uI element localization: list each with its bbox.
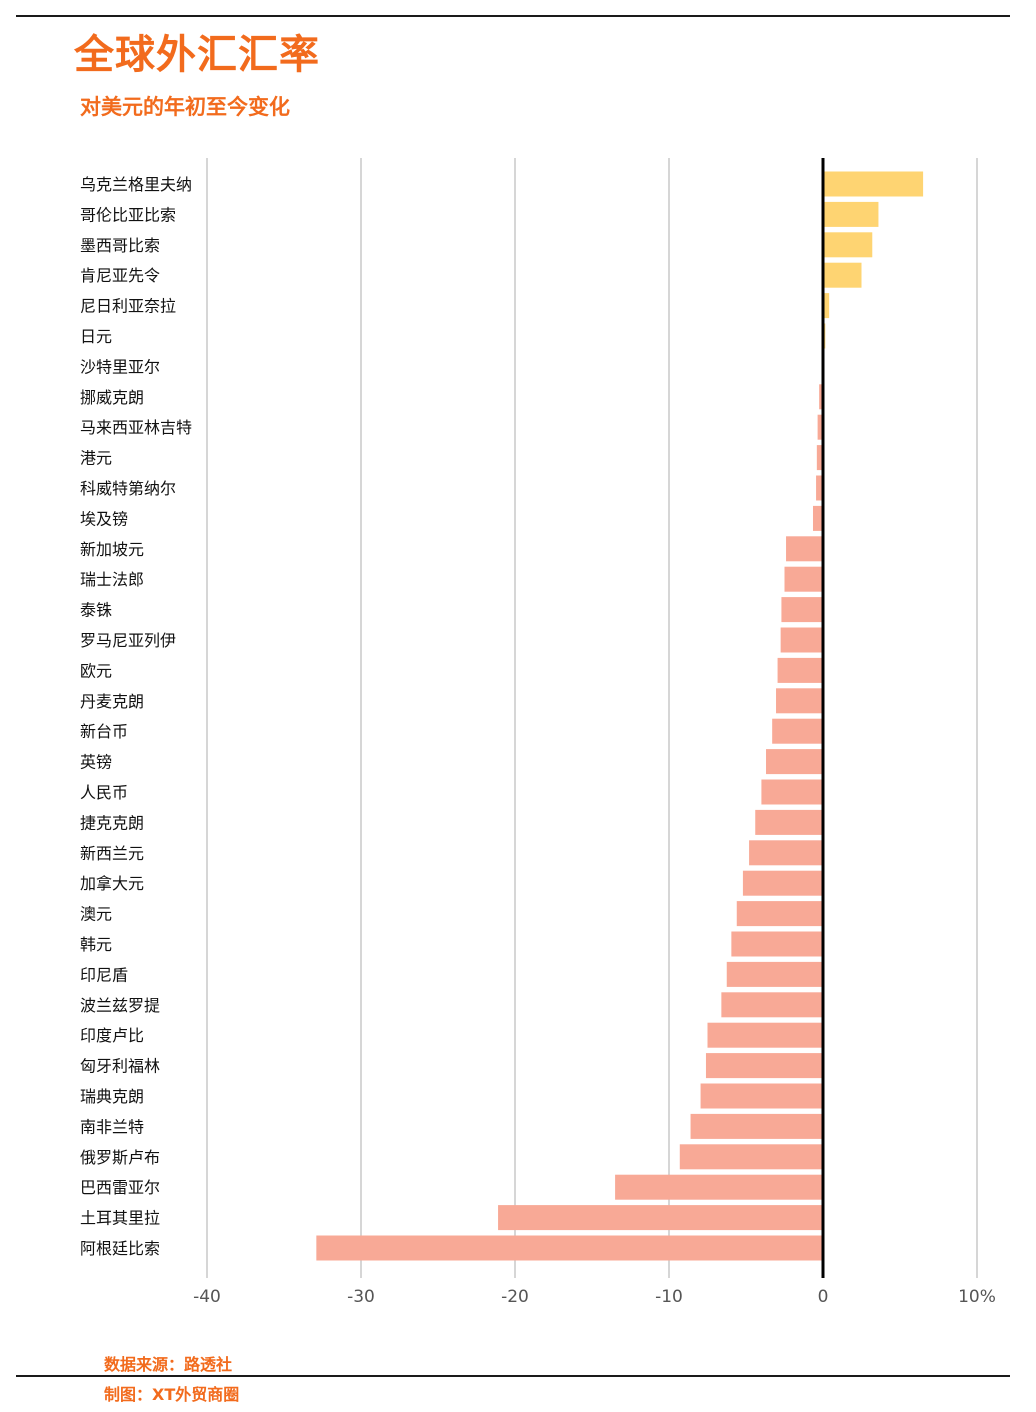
- bar: [726, 961, 823, 987]
- category-label: 瑞士法郎: [80, 570, 144, 589]
- category-label: 哥伦比亚比索: [80, 205, 176, 224]
- chart-subtitle: 对美元的年初至今变化: [80, 95, 290, 119]
- top-rule: [16, 15, 1010, 17]
- bar: [755, 809, 823, 835]
- category-label: 马来西亚林吉特: [80, 418, 192, 437]
- category-labels: 乌克兰格里夫纳哥伦比亚比索墨西哥比索肯尼亚先令尼日利亚奈拉日元沙特里亚尔挪威克朗…: [80, 175, 192, 1258]
- bar: [823, 232, 873, 258]
- bar: [772, 718, 823, 744]
- category-label: 俄罗斯卢布: [80, 1148, 160, 1167]
- category-label: 印尼盾: [80, 965, 128, 984]
- category-label: 墨西哥比索: [80, 236, 160, 255]
- bar: [777, 657, 823, 683]
- bar: [819, 384, 823, 410]
- bar: [823, 262, 862, 288]
- x-tick-label: -30: [347, 1287, 375, 1307]
- category-label: 港元: [80, 449, 112, 468]
- category-label: 捷克克朗: [80, 813, 144, 832]
- bar: [736, 901, 823, 927]
- gridlines: [206, 158, 978, 1278]
- bar: [823, 293, 830, 319]
- category-label: 新加坡元: [80, 540, 144, 559]
- category-label: 巴西雷亚尔: [80, 1178, 160, 1197]
- bar: [498, 1205, 823, 1231]
- category-label: 罗马尼亚列伊: [80, 631, 176, 650]
- category-label: 埃及镑: [80, 509, 128, 528]
- category-label: 阿根廷比索: [80, 1239, 160, 1258]
- chart-title: 全球外汇汇率: [74, 32, 320, 78]
- bar: [761, 779, 823, 805]
- bars: [316, 171, 924, 1261]
- category-label: 新西兰元: [80, 844, 144, 863]
- bar: [781, 597, 823, 623]
- category-label: 泰铢: [80, 601, 112, 620]
- bar: [776, 688, 823, 714]
- category-label: 日元: [80, 327, 112, 346]
- category-label: 英镑: [80, 753, 112, 772]
- bottom-rule: [16, 1375, 1010, 1377]
- category-label: 土耳其里拉: [80, 1209, 160, 1228]
- bar: [784, 566, 823, 592]
- bar: [731, 931, 823, 957]
- category-label: 加拿大元: [80, 874, 144, 893]
- category-label: 人民币: [80, 783, 128, 802]
- category-label: 瑞典克朗: [80, 1087, 144, 1106]
- bar: [690, 1113, 823, 1139]
- x-tick-label: -40: [193, 1287, 221, 1307]
- category-label: 肯尼亚先令: [80, 266, 160, 285]
- bar: [615, 1174, 823, 1200]
- bar: [823, 201, 879, 227]
- bar: [766, 749, 823, 775]
- chart-credit: 制图：XT外贸商圈: [104, 1385, 240, 1404]
- bar: [812, 505, 823, 531]
- bar: [780, 627, 823, 653]
- category-label: 欧元: [80, 661, 112, 680]
- category-label: 新台币: [80, 722, 128, 741]
- bar: [742, 870, 823, 896]
- category-label: 丹麦克朗: [80, 692, 144, 711]
- bar: [816, 475, 823, 501]
- x-tick-label: 10%: [958, 1287, 996, 1307]
- bar: [679, 1144, 823, 1170]
- category-label: 科威特第纳尔: [80, 479, 176, 498]
- data-source: 数据来源：路透社: [104, 1355, 233, 1374]
- category-label: 尼日利亚奈拉: [80, 297, 176, 316]
- category-label: 印度卢比: [80, 1026, 144, 1045]
- bar-chart: 乌克兰格里夫纳哥伦比亚比索墨西哥比索肯尼亚先令尼日利亚奈拉日元沙特里亚尔挪威克朗…: [80, 158, 996, 1307]
- bar: [823, 171, 924, 197]
- category-label: 韩元: [80, 935, 112, 954]
- bar: [749, 840, 823, 866]
- category-label: 挪威克朗: [80, 388, 144, 407]
- bar: [816, 445, 823, 471]
- category-label: 沙特里亚尔: [80, 357, 160, 376]
- category-label: 南非兰特: [80, 1117, 144, 1136]
- category-label: 匈牙利福林: [80, 1057, 160, 1076]
- bar: [707, 1022, 823, 1048]
- x-tick-label: 0: [818, 1287, 829, 1307]
- category-label: 波兰兹罗提: [80, 996, 160, 1015]
- bar: [817, 414, 823, 440]
- x-tick-label: -10: [655, 1287, 683, 1307]
- bar: [700, 1083, 823, 1109]
- category-label: 乌克兰格里夫纳: [80, 175, 192, 194]
- bar: [316, 1235, 823, 1261]
- x-tick-labels: -40 -30 -20 -10 0 10%: [193, 1287, 996, 1307]
- category-label: 澳元: [80, 905, 112, 924]
- x-tick-label: -20: [501, 1287, 529, 1307]
- bar: [786, 536, 823, 562]
- bar: [705, 1053, 823, 1079]
- bar: [721, 992, 823, 1018]
